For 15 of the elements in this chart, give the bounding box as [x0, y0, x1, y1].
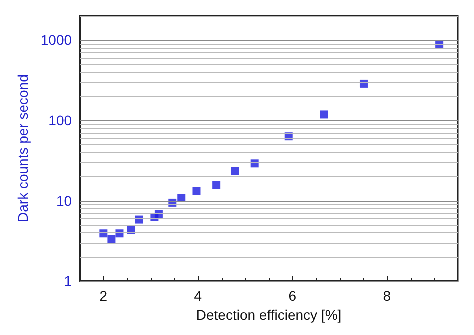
point — [212, 181, 221, 190]
y-axis-title: Dark counts per second — [15, 74, 31, 222]
x-axis-title: Detection efficiency [%] — [196, 307, 342, 323]
x-tick-label: 2 — [100, 288, 108, 304]
point — [108, 235, 116, 244]
x-tick-label: 6 — [288, 288, 297, 304]
y-tick-label: 1 — [64, 273, 72, 290]
y-tick-label: 100 — [48, 112, 72, 128]
y-tick-label: 10 — [56, 192, 72, 209]
x-tick-label: 4 — [194, 288, 202, 304]
x-tick-label: 8 — [383, 288, 392, 304]
point — [192, 187, 201, 196]
y-tick-label: 1000 — [40, 32, 72, 48]
point — [231, 166, 240, 175]
point — [320, 110, 328, 119]
